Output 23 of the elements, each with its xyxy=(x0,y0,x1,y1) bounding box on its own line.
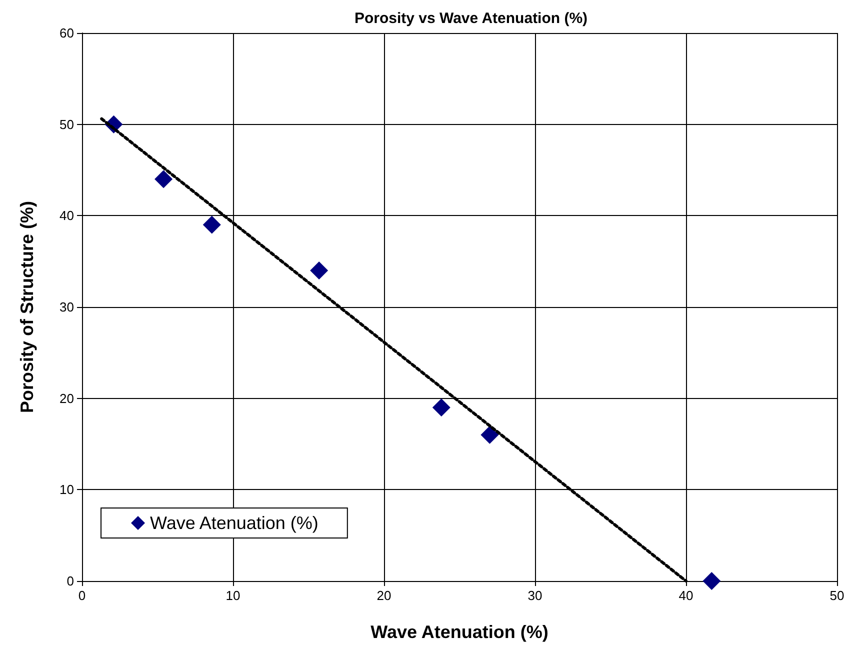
point xyxy=(202,216,221,234)
x-tick-label: 10 xyxy=(226,588,240,603)
x-tick-label: 20 xyxy=(376,588,392,603)
y-axis-title: Porosity of Structure (%) xyxy=(17,200,37,414)
legend-label: Wave Atenuation (%) xyxy=(150,513,318,533)
y-tick-label: 50 xyxy=(60,116,74,132)
x-tick-label: 30 xyxy=(528,588,542,603)
point xyxy=(310,261,328,280)
x-axis-title: Wave Atenuation (%) xyxy=(370,622,548,642)
y-tick-label: 10 xyxy=(60,482,74,498)
y-tick-label: 20 xyxy=(60,390,74,406)
x-tick-label: 0 xyxy=(78,588,86,603)
y-tick-label: 60 xyxy=(60,26,74,40)
y-tick-label: 30 xyxy=(60,300,74,314)
point xyxy=(432,398,450,416)
point xyxy=(702,572,721,590)
y-tick-label: 40 xyxy=(60,208,74,224)
x-tick-label: 50 xyxy=(830,588,844,603)
chart-title: Porosity vs Wave Atenuation (%) xyxy=(354,10,588,27)
point xyxy=(480,426,499,444)
point xyxy=(154,170,173,188)
x-tick-label: 40 xyxy=(678,588,694,603)
y-tick-label: 0 xyxy=(66,574,74,588)
